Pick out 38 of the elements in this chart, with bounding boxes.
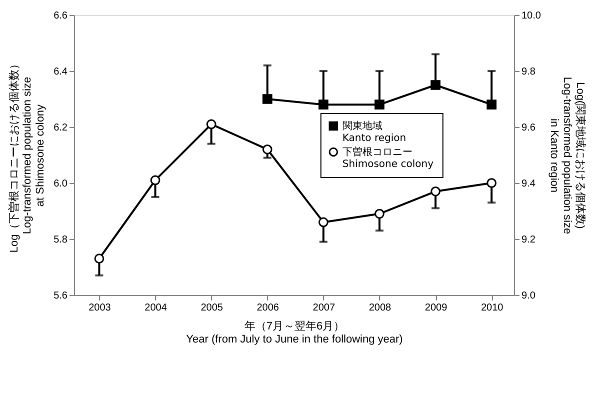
point	[486, 100, 497, 110]
y-tick-label: 5.6	[54, 290, 68, 302]
point	[430, 80, 440, 90]
y2-tick-label: 9.4	[522, 178, 536, 190]
legend-label: 下曽根コロニー Shimosone colony	[342, 146, 434, 170]
point	[150, 175, 160, 186]
x-tick-label: 2004	[144, 302, 168, 314]
point	[430, 186, 440, 196]
y2-tick-label: 9.8	[522, 66, 536, 78]
y2-tick-label: 9.6	[522, 122, 536, 134]
y-tick-label: 6.4	[54, 66, 68, 78]
y2-axis-title: Log(関東地域における個体数) Log-transformed population size in Kanto region	[548, 76, 587, 234]
x-tick-label: 2003	[88, 302, 112, 314]
legend-label: 関東地域 Kanto region	[342, 120, 406, 144]
point	[374, 208, 384, 219]
y2-tick-label: 9.2	[522, 234, 536, 246]
point	[374, 100, 384, 110]
point	[262, 94, 272, 104]
y-tick-label: 6.2	[54, 122, 68, 134]
point	[262, 144, 272, 154]
point	[94, 254, 104, 264]
y-tick-label: 6.6	[54, 10, 68, 22]
x-tick-label: 2005	[200, 302, 224, 314]
y-tick-label: 5.8	[54, 234, 68, 246]
x-tick-label: 2010	[480, 302, 504, 314]
point	[486, 178, 497, 188]
x-tick-label: 2006	[256, 302, 280, 314]
point	[206, 119, 216, 130]
x-tick-label: 2007	[312, 302, 336, 314]
y2-tick-label: 9.0	[522, 290, 536, 302]
y-tick-label: 6.0	[54, 178, 68, 190]
x-tick-label: 2009	[424, 302, 448, 314]
x-axis-title: 年（7月～翌年6月） Year (from July to June in the following year)	[186, 320, 403, 346]
y2-tick-label: 10.0	[522, 10, 542, 22]
y-axis-title: Log（下曽根コロニーにおける個体数） Log-transformed population size at Shimosone colony	[8, 58, 47, 253]
point	[318, 217, 328, 228]
point	[318, 100, 328, 110]
x-tick-label: 2008	[368, 302, 392, 314]
